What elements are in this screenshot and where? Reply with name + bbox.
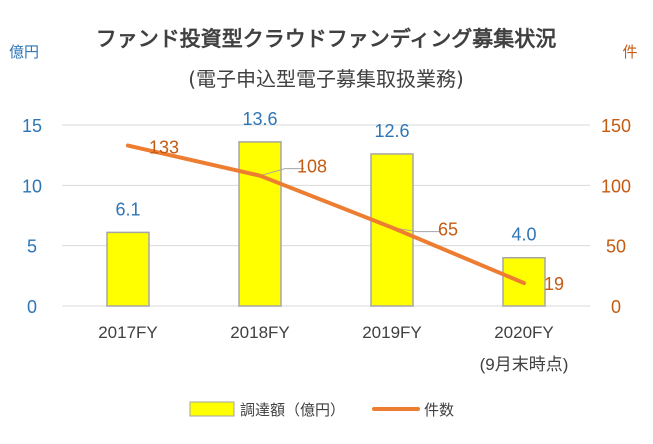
left-axis-tick-label: 0: [27, 297, 37, 317]
right-axis-ticks: 0 50 100 150: [601, 116, 631, 317]
bar: [238, 141, 282, 307]
legend-bar-label: 調達額（億円）: [240, 401, 345, 419]
leader-lines: [259, 168, 440, 233]
right-axis-tick-label: 150: [601, 116, 631, 136]
bar-data-label: 6.1: [115, 199, 140, 219]
bar-data-label: 4.0: [511, 225, 536, 245]
line-data-label: 19: [544, 274, 564, 294]
left-axis-tick-label: 5: [27, 237, 37, 257]
left-axis-unit: 億円: [9, 43, 39, 61]
bar-series: [106, 141, 546, 307]
right-axis-unit: 件: [622, 43, 637, 61]
left-axis-ticks: 0 5 10 15: [22, 116, 42, 317]
chart-subtitle: (電子申込型電子募集取扱業務): [188, 67, 464, 91]
left-axis-tick-label: 10: [22, 176, 42, 196]
bar-data-labels: 6.1 13.6 12.6 4.0: [115, 109, 536, 245]
bar: [502, 256, 546, 307]
line-data-label: 133: [149, 138, 179, 158]
bar-data-label: 13.6: [242, 109, 277, 129]
line-data-label: 108: [297, 157, 327, 177]
category-label: 2020FY: [494, 323, 554, 342]
left-axis-tick-label: 15: [22, 116, 42, 136]
bar: [106, 231, 150, 307]
leader-line: [391, 227, 440, 233]
line-path: [126, 143, 526, 286]
legend-bar-swatch: [189, 401, 235, 417]
line-series: [126, 143, 526, 286]
chart-title: ファンド投資型クラウドファンディング募集状況: [96, 27, 557, 51]
legend-line-label: 件数: [424, 401, 454, 419]
gridlines: [62, 124, 590, 307]
right-axis-tick-label: 100: [601, 176, 631, 196]
right-axis-tick-label: 0: [611, 297, 621, 317]
category-labels: 2017FY 2018FY 2019FY 2020FY (9月末時点): [98, 323, 568, 374]
bar-data-label: 12.6: [374, 121, 409, 141]
leader-line: [259, 168, 304, 177]
category-label: 2019FY: [362, 323, 422, 342]
category-label: 2017FY: [98, 323, 158, 342]
line-data-label: 65: [438, 220, 458, 240]
category-sublabel: (9月末時点): [480, 355, 569, 374]
line-data-labels: 133 108 65 19: [149, 138, 564, 295]
category-label: 2018FY: [230, 323, 290, 342]
right-axis-tick-label: 50: [606, 237, 626, 257]
legend: 調達額（億円） 件数: [189, 401, 454, 419]
